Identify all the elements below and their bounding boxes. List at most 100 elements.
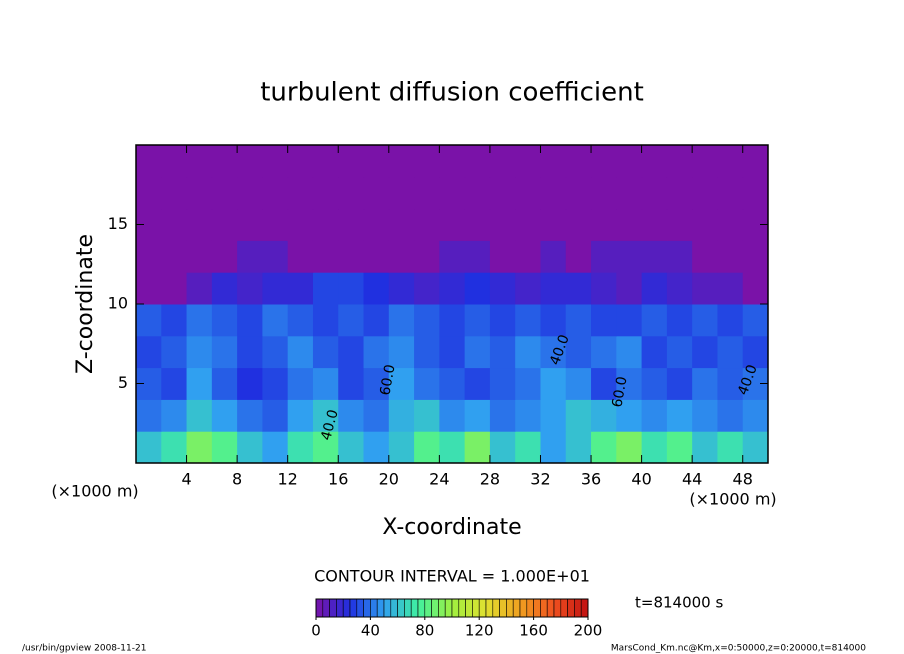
colorbar-swatch [370,598,378,618]
heatmap-cell [237,431,263,464]
heatmap-cell [312,208,339,241]
heatmap-cell [237,208,263,241]
heatmap-cell [338,335,365,369]
colorbar-swatch [376,598,385,618]
heatmap-cell [565,399,592,432]
heatmap-cell [616,176,643,210]
heatmap-cell [464,335,491,369]
heatmap-cell [742,304,769,337]
heatmap-cell [287,304,314,337]
heatmap-cell [616,304,643,337]
colorbar-swatch [322,598,330,618]
heatmap-cell [211,367,238,400]
x-tick-label: 24 [429,470,449,489]
colorbar-tick-label: 40 [361,622,380,640]
heatmap-cell [515,176,541,210]
heatmap-cell [489,367,516,400]
heatmap-cell [692,399,718,432]
y-tick-label: 10 [108,294,128,313]
heatmap-cell [515,431,541,464]
heatmap-cell [237,399,263,432]
heatmap-cell [565,431,592,464]
colorbar-swatch [574,598,582,618]
heatmap-cell [717,176,744,210]
heatmap-cell [540,272,567,305]
heatmap-cell [161,272,188,305]
colorbar-swatch [349,598,358,618]
x-axis-label: X-coordinate [382,515,521,540]
colorbar-swatch [363,598,371,618]
heatmap-cell [692,145,718,178]
heatmap-cell [641,335,668,369]
heatmap-cell [439,240,466,273]
heatmap-cell [489,304,516,337]
heatmap-cell [540,399,567,432]
contour-interval: CONTOUR INTERVAL = 1.000E+01 [314,567,590,586]
heatmap-cell [565,208,592,241]
heatmap-cell [540,304,567,337]
colorbar-swatch [465,598,473,618]
colorbar-swatch [438,598,446,618]
heatmap-cell [591,335,617,369]
heatmap-cell [136,399,162,432]
heatmap-cell [287,367,314,400]
colorbar-swatch [533,598,541,618]
x-tick-label: 32 [530,470,550,489]
colorbar-tick-label: 160 [519,622,548,640]
heatmap-cell [363,208,390,241]
heatmap-cell [540,431,567,464]
heatmap-cell [591,367,617,400]
heatmap-cell [540,240,567,273]
heatmap-cell [591,176,617,210]
colorbar-swatch [315,598,324,618]
heatmap-cell [312,272,339,305]
heatmap-cell [464,367,491,400]
x-tick-label: 36 [581,470,601,489]
heatmap-cell [287,431,314,464]
heatmap-cell [388,304,415,337]
y-tick-label: 5 [118,373,128,392]
heatmap-cell [464,431,491,464]
heatmap-cell [186,240,213,273]
heatmap-cell [262,431,289,464]
heatmap-cell [717,335,744,369]
colorbar-swatch [390,598,398,618]
heatmap-cell [489,272,516,305]
colorbar-swatch [478,598,487,618]
heatmap-cell [616,431,643,464]
heatmap-cell [338,431,365,464]
heatmap-cell [161,176,188,210]
colorbar-swatch [417,598,426,618]
colorbar-swatch [540,598,548,618]
heatmap-cell [262,208,289,241]
heatmap-cell [237,145,263,178]
heatmap-cell [742,176,769,210]
heatmap-cell [565,367,592,400]
heatmap-cell [742,335,769,369]
heatmap-cell [186,272,213,305]
heatmap-cell [616,335,643,369]
heatmap-cell [287,145,314,178]
colorbar-swatch [342,598,351,618]
heatmap-cell [338,399,365,432]
footer-left: /usr/bin/gpview 2008-11-21 [22,644,146,654]
heatmap-cell [414,208,440,241]
heatmap-cell [515,335,541,369]
colorbar-swatch [383,598,392,618]
heatmap-cell [641,367,668,400]
heatmap-cell [515,208,541,241]
heatmap-cell [161,208,188,241]
heatmap-cell [312,335,339,369]
heatmap-cell [287,399,314,432]
heatmap-cell [641,304,668,337]
heatmap-cell [388,399,415,432]
heatmap-cell [489,240,516,273]
heatmap-cell [666,399,693,432]
heatmap-cell [489,208,516,241]
heatmap-cell [464,304,491,337]
heatmap-cell [414,304,440,337]
heatmap-cell [591,399,617,432]
heatmap-cell [363,367,390,400]
heatmap-cell [161,145,188,178]
heatmap-cell [262,399,289,432]
